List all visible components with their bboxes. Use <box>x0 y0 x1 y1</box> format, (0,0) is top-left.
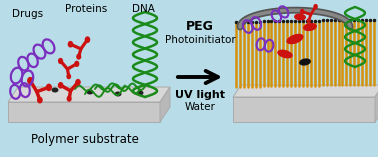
Ellipse shape <box>75 79 81 86</box>
Text: PEG: PEG <box>186 21 214 33</box>
Polygon shape <box>160 87 170 122</box>
Polygon shape <box>233 97 375 122</box>
Ellipse shape <box>67 96 72 102</box>
Ellipse shape <box>300 9 304 14</box>
Ellipse shape <box>37 97 43 103</box>
Ellipse shape <box>87 89 93 95</box>
Ellipse shape <box>299 58 311 66</box>
Polygon shape <box>8 87 170 102</box>
Ellipse shape <box>51 87 59 92</box>
Polygon shape <box>8 102 160 122</box>
Ellipse shape <box>307 18 311 23</box>
Ellipse shape <box>303 23 317 31</box>
Ellipse shape <box>313 4 318 9</box>
Ellipse shape <box>27 77 33 84</box>
Text: Polymer substrate: Polymer substrate <box>31 133 139 146</box>
Text: Proteins: Proteins <box>65 4 107 14</box>
Ellipse shape <box>287 34 304 44</box>
Polygon shape <box>233 85 378 97</box>
Text: DNA: DNA <box>132 4 155 14</box>
Ellipse shape <box>115 92 121 97</box>
Text: Drugs: Drugs <box>12 9 43 19</box>
Ellipse shape <box>136 90 144 95</box>
Ellipse shape <box>46 84 52 91</box>
Ellipse shape <box>85 36 90 43</box>
Text: Water: Water <box>184 102 215 112</box>
Ellipse shape <box>58 58 63 64</box>
Ellipse shape <box>68 41 73 48</box>
Ellipse shape <box>58 82 64 89</box>
Ellipse shape <box>76 54 81 60</box>
Polygon shape <box>375 85 378 122</box>
Ellipse shape <box>277 50 293 58</box>
Text: UV light: UV light <box>175 90 225 100</box>
Ellipse shape <box>67 74 71 79</box>
Text: Photoinitiator: Photoinitiator <box>165 35 235 45</box>
Ellipse shape <box>294 14 306 21</box>
Ellipse shape <box>74 61 79 67</box>
